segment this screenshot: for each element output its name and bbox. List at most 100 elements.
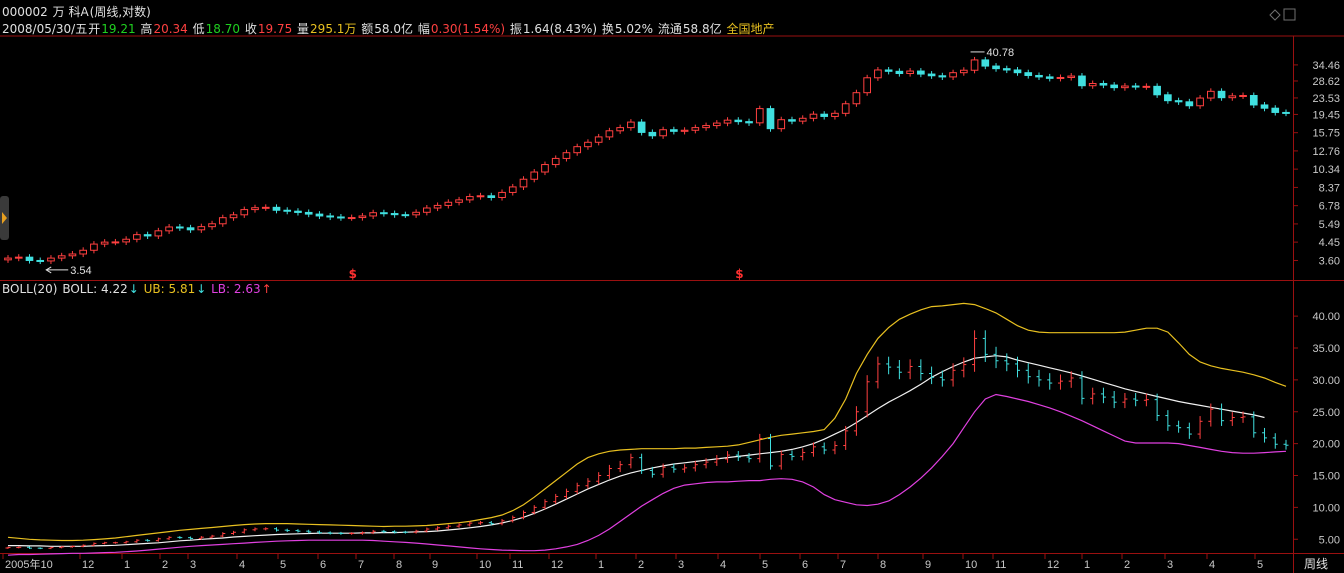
play-arrow-icon[interactable]	[2, 212, 7, 224]
candle-body	[777, 119, 786, 130]
maximize-icon[interactable]	[1283, 8, 1296, 21]
period-button[interactable]: 周线	[1304, 557, 1328, 571]
ub-value: UB: 5.81	[143, 282, 196, 296]
candle-body	[111, 241, 120, 244]
boll-bar	[327, 531, 333, 535]
candle-body	[712, 122, 721, 127]
price-tick-label: 10.34	[1312, 164, 1340, 176]
left-scroll-handle[interactable]	[0, 196, 9, 240]
candle-body	[1131, 85, 1140, 88]
boll-bar	[37, 547, 43, 550]
diamond-icon[interactable]	[1269, 9, 1281, 21]
candle	[444, 199, 453, 209]
boll-bar	[800, 448, 806, 461]
candle-body	[1099, 82, 1108, 86]
candle	[831, 110, 839, 120]
lb-arrow-icon: ↑	[261, 282, 272, 296]
boll-bar	[1143, 393, 1149, 407]
boll-indicator-name[interactable]: BOLL(20)	[2, 282, 58, 296]
boll-bar	[725, 451, 731, 463]
candle-body	[1164, 94, 1172, 102]
boll-bar	[606, 464, 612, 479]
candle-body	[154, 230, 163, 237]
candle-body	[1174, 100, 1183, 103]
candle	[476, 192, 485, 200]
boll-bar	[145, 539, 151, 542]
boll-bar	[1025, 363, 1031, 384]
boll-bar	[789, 450, 795, 461]
candle-body	[927, 73, 936, 77]
candle-body	[251, 207, 259, 211]
boll-bar	[209, 534, 215, 539]
boll-bar	[961, 357, 967, 378]
candle-body	[938, 75, 947, 78]
boll-bars-layer	[5, 330, 1289, 550]
candle	[616, 124, 624, 134]
candle	[294, 208, 302, 216]
candle-body	[659, 129, 667, 137]
boll-bar	[682, 464, 688, 473]
candle	[186, 224, 195, 233]
low-arrow-head-icon	[45, 266, 52, 274]
boll-bar	[563, 488, 569, 500]
candle-body	[272, 206, 281, 211]
candle	[917, 68, 925, 78]
period-mode: (周线,对数)	[89, 5, 151, 19]
candle	[1206, 88, 1215, 102]
boll-bar	[703, 458, 709, 469]
candle	[315, 211, 324, 220]
candle	[455, 196, 463, 206]
boll-tick-label: 20.00	[1312, 439, 1340, 451]
candle	[208, 220, 216, 230]
candle-body	[1110, 84, 1118, 89]
candle-body	[755, 108, 764, 124]
high-marker-label: 40.78	[987, 47, 1015, 59]
boll-bar	[649, 466, 655, 478]
boll-tick-label: 35.00	[1312, 343, 1340, 355]
boll-bar	[102, 541, 108, 545]
boll-bar	[993, 346, 999, 369]
boll-bar	[123, 540, 129, 544]
boll-bar	[488, 520, 494, 526]
candle-body	[637, 121, 646, 133]
boll-bar	[284, 528, 290, 532]
low-value: 18.70	[205, 22, 240, 36]
candle	[637, 119, 646, 136]
time-tick-label: 8	[396, 559, 402, 571]
dividend-marker-icon[interactable]: $	[349, 267, 357, 281]
candle	[4, 255, 12, 263]
boll-bar	[939, 370, 945, 387]
boll-bar	[1111, 390, 1117, 409]
candle	[47, 255, 55, 265]
boll-tick-label: 25.00	[1312, 407, 1340, 419]
boll-bar	[714, 454, 720, 466]
boll-lower-band	[7, 393, 1287, 556]
candle-body	[1282, 111, 1290, 114]
boll-bar	[520, 510, 526, 520]
candle	[959, 67, 968, 76]
window-controls[interactable]	[1269, 8, 1296, 21]
candle	[1099, 80, 1108, 89]
candle-body	[1035, 74, 1043, 78]
boll-bar	[886, 356, 892, 375]
candle	[1024, 69, 1033, 79]
candle-body	[702, 125, 710, 129]
dividend-marker-icon[interactable]: $	[735, 267, 743, 281]
boll-bar	[929, 366, 935, 385]
open-label: 开	[88, 22, 101, 36]
sector-link[interactable]: 全国地产	[726, 22, 775, 36]
boll-arrow-icon: ↓	[128, 282, 139, 296]
candle	[197, 223, 206, 233]
candle	[766, 105, 775, 132]
candle	[895, 68, 904, 77]
boll-tick-label: 30.00	[1312, 375, 1340, 387]
time-tick-label: 7	[840, 559, 846, 571]
boll-bar	[273, 527, 279, 532]
candle	[79, 247, 88, 258]
candle	[841, 100, 850, 117]
quote-date: 2008/05/30/五	[2, 22, 88, 36]
time-tick-label: 4	[239, 559, 245, 571]
boll-bar	[542, 499, 548, 510]
candle-body	[841, 103, 850, 114]
